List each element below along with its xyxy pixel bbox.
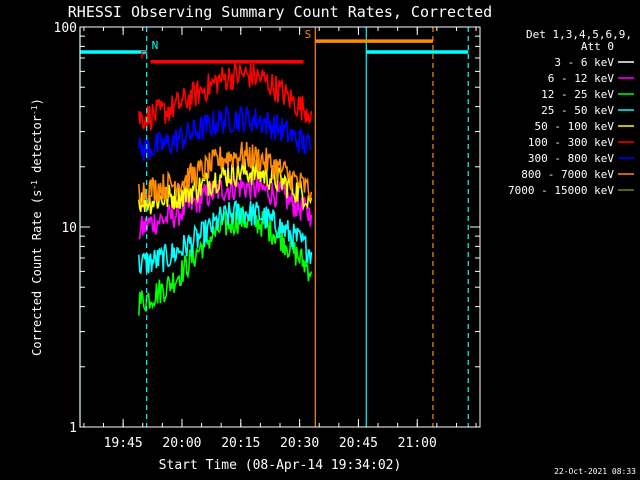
- x-tick-label-0: 19:45: [104, 436, 143, 451]
- legend-label-1: 6 - 12 keV: [548, 72, 615, 85]
- legend: Det 1,3,4,5,6,9,Att 0 3 - 6 keV 6 - 12 keV…: [508, 28, 634, 197]
- x-axis-label: Start Time (08-Apr-14 19:34:02): [159, 458, 402, 473]
- flag-label-3: S: [305, 28, 312, 41]
- y-tick-label-0: 1: [69, 421, 77, 436]
- legend-label-8: 7000 - 15000 keV: [508, 184, 614, 197]
- x-tick-label-4: 20:45: [339, 436, 378, 451]
- flag-label-2: F: [140, 49, 147, 62]
- y-axis-label: Corrected Count Rate (s-1 detector-1): [30, 98, 45, 356]
- series-line-5: [138, 61, 313, 132]
- y-tick-label-2: 100: [54, 21, 77, 36]
- legend-label-0: 3 - 6 keV: [554, 56, 614, 69]
- legend-header-0: Det 1,3,4,5,6,9,: [526, 28, 632, 41]
- chart-title: RHESSI Observing Summary Count Rates, Co…: [68, 3, 492, 21]
- legend-label-4: 50 - 100 keV: [535, 120, 615, 133]
- footer-timestamp: 22-Oct-2021 08:33: [554, 467, 636, 476]
- legend-label-2: 12 - 25 keV: [541, 88, 614, 101]
- axes: 19:45 20:00 20:15 20:30 20:45 21:00 1 10 100: [54, 21, 480, 451]
- flag-label-0: N: [152, 39, 159, 52]
- series-line-2: [138, 206, 313, 316]
- x-tick-label-3: 20:30: [280, 436, 319, 451]
- series-line-6: [138, 106, 313, 162]
- x-tick-label-2: 20:15: [221, 436, 260, 451]
- x-tick-label-1: 20:00: [162, 436, 201, 451]
- legend-label-5: 100 - 300 keV: [528, 136, 614, 149]
- y-tick-label-1: 10: [61, 221, 77, 236]
- legend-label-6: 300 - 800 keV: [528, 152, 614, 165]
- legend-header-1: Att 0: [581, 40, 614, 53]
- legend-label-7: 800 - 7000 keV: [521, 168, 614, 181]
- series-line-4: [138, 158, 313, 215]
- x-tick-label-5: 21:00: [398, 436, 437, 451]
- plot-marks: NF S: [79, 27, 469, 427]
- series-line-3: [138, 200, 313, 275]
- legend-label-3: 25 - 50 keV: [541, 104, 614, 117]
- series-line-7: [138, 141, 313, 206]
